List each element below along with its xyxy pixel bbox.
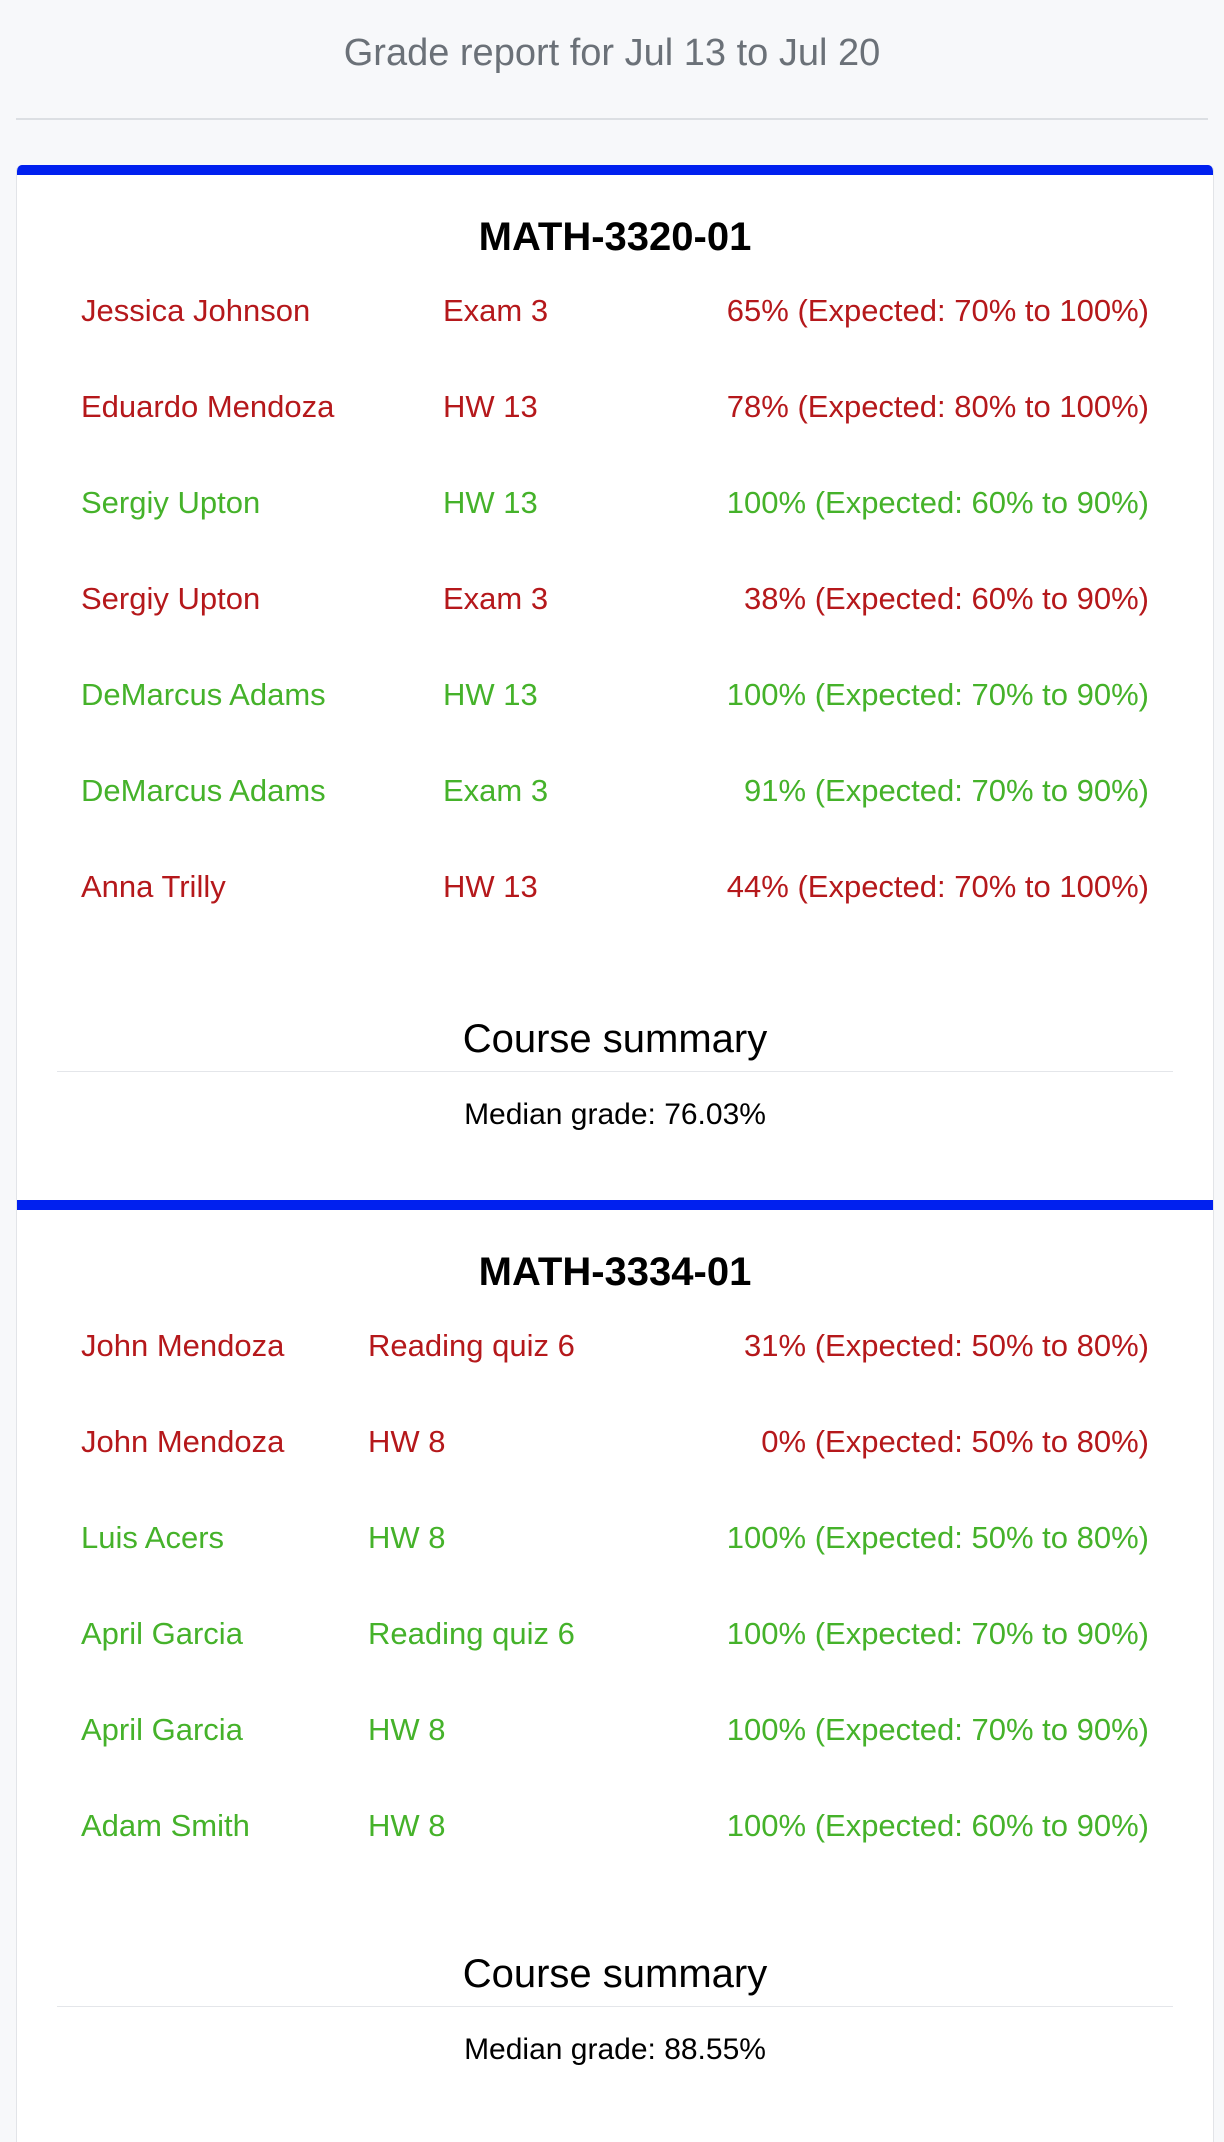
- grade-row: John Mendoza HW 8 0% (Expected: 50% to 8…: [81, 1420, 1149, 1516]
- grade-list: John Mendoza Reading quiz 6 31% (Expecte…: [81, 1324, 1149, 1900]
- student-name: April Garcia: [81, 1616, 243, 1651]
- assignment-name: HW 8: [368, 1424, 446, 1459]
- course-accent-bar: [17, 165, 1213, 175]
- score-text: 65% (Expected: 70% to 100%): [726, 293, 1149, 328]
- assignment-name: HW 13: [443, 869, 538, 904]
- grade-row: Sergiy Upton HW 13 100% (Expected: 60% t…: [81, 481, 1149, 577]
- assignment-name: HW 8: [368, 1808, 446, 1843]
- student-name: Sergiy Upton: [81, 581, 261, 616]
- score-text: 100% (Expected: 70% to 90%): [726, 1712, 1149, 1747]
- score-text: 91% (Expected: 70% to 90%): [744, 773, 1149, 808]
- score-text: 0% (Expected: 50% to 80%): [761, 1424, 1149, 1459]
- student-name: Jessica Johnson: [81, 293, 311, 328]
- grade-row: April Garcia HW 8 100% (Expected: 70% to…: [81, 1708, 1149, 1804]
- grade-row: Jessica Johnson Exam 3 65% (Expected: 70…: [81, 289, 1149, 385]
- assignment-name: Exam 3: [443, 293, 549, 328]
- score-text: 31% (Expected: 50% to 80%): [744, 1328, 1149, 1363]
- grade-row: Anna Trilly HW 13 44% (Expected: 70% to …: [81, 865, 1149, 961]
- assignment-name: Reading quiz 6: [368, 1616, 575, 1651]
- course-summary: Course summary Median grade: 88.55%: [57, 1946, 1173, 2067]
- score-text: 44% (Expected: 70% to 100%): [726, 869, 1149, 904]
- assignment-name: HW 13: [443, 485, 538, 520]
- course-summary: Course summary Median grade: 76.03%: [57, 1011, 1173, 1132]
- student-name: Eduardo Mendoza: [81, 389, 335, 424]
- student-name: April Garcia: [81, 1712, 243, 1747]
- course-title: MATH-3334-01: [478, 1250, 752, 1294]
- median-grade: Median grade: 76.03%: [464, 1098, 766, 1131]
- course-card: MATH-3334-01 John Mendoza Reading quiz 6…: [16, 1200, 1214, 2142]
- student-name: Adam Smith: [81, 1808, 250, 1843]
- score-text: 100% (Expected: 70% to 90%): [726, 1616, 1149, 1651]
- grade-row: DeMarcus Adams Exam 3 91% (Expected: 70%…: [81, 769, 1149, 865]
- score-text: 100% (Expected: 50% to 80%): [726, 1520, 1149, 1555]
- course-card: MATH-3320-01 Jessica Johnson Exam 3 65% …: [16, 165, 1214, 1210]
- median-grade: Median grade: 88.55%: [464, 2033, 766, 2066]
- course-summary-title: Course summary: [57, 1946, 1173, 2007]
- assignment-name: Exam 3: [443, 773, 549, 808]
- report-title: Grade report for Jul 13 to Jul 20: [343, 31, 881, 74]
- student-name: Anna Trilly: [81, 869, 226, 904]
- grade-row: Adam Smith HW 8 100% (Expected: 60% to 9…: [81, 1804, 1149, 1900]
- grade-row: Sergiy Upton Exam 3 38% (Expected: 60% t…: [81, 577, 1149, 673]
- score-text: 100% (Expected: 60% to 90%): [726, 485, 1149, 520]
- assignment-name: HW 13: [443, 389, 538, 424]
- report-header: Grade report for Jul 13 to Jul 20: [16, 0, 1208, 120]
- course-accent-bar: [17, 1200, 1213, 1210]
- assignment-name: Reading quiz 6: [368, 1328, 575, 1363]
- grade-row: John Mendoza Reading quiz 6 31% (Expecte…: [81, 1324, 1149, 1420]
- student-name: Luis Acers: [81, 1520, 225, 1555]
- score-text: 38% (Expected: 60% to 90%): [744, 581, 1149, 616]
- grade-row: Eduardo Mendoza HW 13 78% (Expected: 80%…: [81, 385, 1149, 481]
- grade-row: Luis Acers HW 8 100% (Expected: 50% to 8…: [81, 1516, 1149, 1612]
- grade-row: April Garcia Reading quiz 6 100% (Expect…: [81, 1612, 1149, 1708]
- student-name: John Mendoza: [81, 1328, 285, 1363]
- assignment-name: HW 8: [368, 1712, 446, 1747]
- student-name: Sergiy Upton: [81, 485, 261, 520]
- assignment-name: HW 8: [368, 1520, 446, 1555]
- course-summary-title: Course summary: [57, 1011, 1173, 1072]
- score-text: 100% (Expected: 70% to 90%): [726, 677, 1149, 712]
- score-text: 78% (Expected: 80% to 100%): [726, 389, 1149, 424]
- grade-row: DeMarcus Adams HW 13 100% (Expected: 70%…: [81, 673, 1149, 769]
- student-name: DeMarcus Adams: [81, 773, 326, 808]
- assignment-name: HW 13: [443, 677, 538, 712]
- student-name: John Mendoza: [81, 1424, 285, 1459]
- grade-list: Jessica Johnson Exam 3 65% (Expected: 70…: [81, 289, 1149, 961]
- course-title: MATH-3320-01: [478, 215, 752, 259]
- student-name: DeMarcus Adams: [81, 677, 326, 712]
- assignment-name: Exam 3: [443, 581, 549, 616]
- score-text: 100% (Expected: 60% to 90%): [726, 1808, 1149, 1843]
